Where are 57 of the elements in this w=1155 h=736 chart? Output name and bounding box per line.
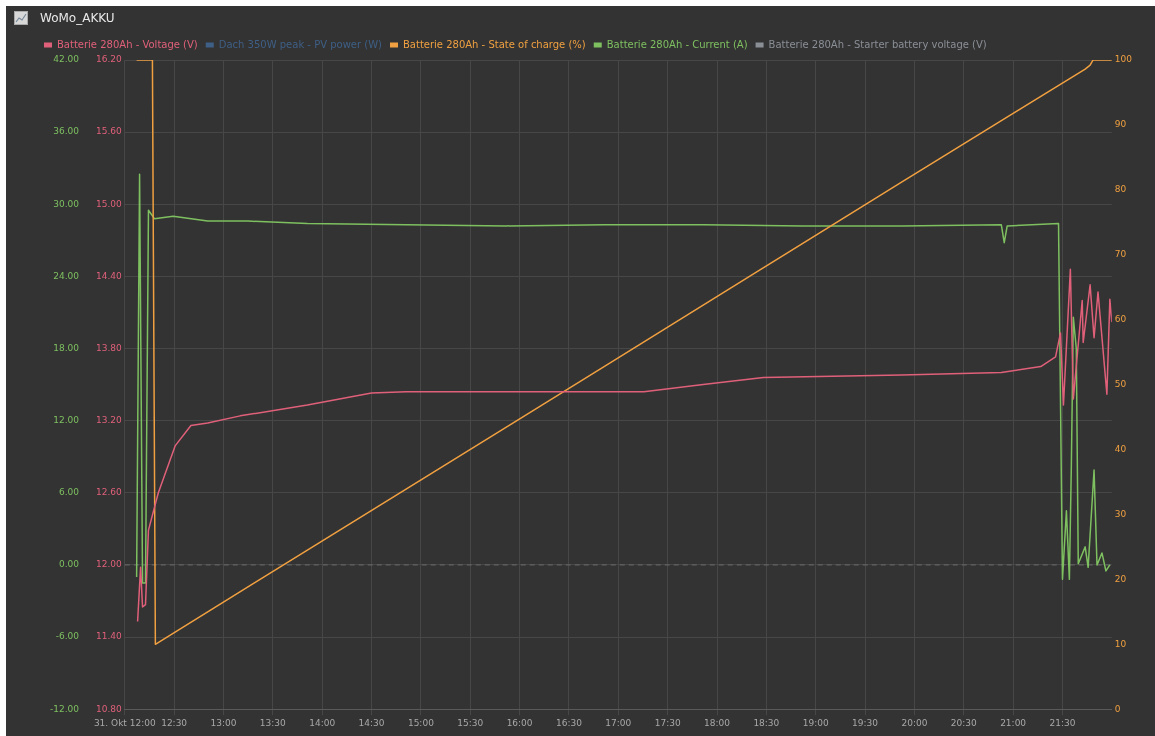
y2-tick-label: 12.60 <box>96 487 123 498</box>
y-tick-label: 36.00 <box>53 126 80 137</box>
legend-label: Batterie 280Ah - Current (A) <box>606 38 748 50</box>
y3-tick-label: 50 <box>1114 378 1127 389</box>
y2-tick-label: 16.20 <box>96 54 123 65</box>
y3-tick-label: 60 <box>1114 314 1127 325</box>
x-tick-label: 18:30 <box>753 717 780 728</box>
x-tick-label: 17:30 <box>654 717 681 728</box>
y-tick-label: 24.00 <box>53 270 80 281</box>
x-tick-label: 13:00 <box>210 717 237 728</box>
x-tick-label: 21:30 <box>1049 717 1076 728</box>
legend-label: Batterie 280Ah - Starter battery voltage (V) <box>768 38 987 50</box>
x-tick-label: 15:30 <box>457 717 484 728</box>
y2-tick-label: 15.60 <box>96 126 123 137</box>
y3-tick-label: 40 <box>1114 443 1127 454</box>
x-tick-label: 18:00 <box>704 717 731 728</box>
y-tick-label: 12.00 <box>53 415 80 426</box>
y3-tick-label: 30 <box>1114 508 1127 519</box>
y3-tick-label: 0 <box>1114 703 1121 714</box>
y-tick-label: 18.00 <box>53 342 80 353</box>
legend-label: Dach 350W peak - PV power (W) <box>218 38 383 50</box>
x-tick-label: 16:00 <box>506 717 533 728</box>
y2-tick-label: 10.80 <box>96 703 123 714</box>
legend-label: Batterie 280Ah - State of charge (%) <box>402 38 586 50</box>
y-tick-label: -12.00 <box>50 703 80 714</box>
legend-label: Batterie 280Ah - Voltage (V) <box>57 38 198 50</box>
y2-tick-label: 13.80 <box>96 342 123 353</box>
x-tick-label: 13:30 <box>259 717 287 728</box>
x-tick-label: 12:30 <box>161 717 188 728</box>
y3-tick-label: 80 <box>1114 184 1127 195</box>
x-tick-label: 31. Okt 12:00 <box>93 717 156 728</box>
y-tick-label: 30.00 <box>53 198 80 209</box>
y-tick-label: 6.00 <box>58 487 80 498</box>
y2-tick-label: 11.40 <box>96 631 123 642</box>
x-tick-label: 20:00 <box>901 717 928 728</box>
y-tick-label: 42.00 <box>53 54 80 65</box>
x-tick-label: 21:00 <box>1000 717 1027 728</box>
y3-tick-label: 100 <box>1114 54 1133 65</box>
x-tick-label: 19:00 <box>802 717 829 728</box>
y3-tick-label: 70 <box>1114 249 1127 260</box>
y-tick-label: -6.00 <box>55 631 80 642</box>
y2-tick-label: 15.00 <box>96 198 123 209</box>
x-tick-label: 17:00 <box>605 717 632 728</box>
x-tick-label: 14:00 <box>309 717 336 728</box>
y3-tick-label: 90 <box>1114 119 1127 130</box>
x-tick-label: 20:30 <box>950 717 978 728</box>
y2-tick-label: 12.00 <box>96 559 123 570</box>
y-tick-label: 0.00 <box>58 559 80 570</box>
chart-title: WoMo_AKKU <box>40 11 115 25</box>
x-tick-label: 14:30 <box>358 717 385 728</box>
x-tick-label: 19:30 <box>852 717 879 728</box>
x-tick-label: 16:30 <box>555 717 583 728</box>
x-tick-label: 15:00 <box>407 717 435 728</box>
y3-tick-label: 20 <box>1114 573 1127 584</box>
y2-tick-label: 13.20 <box>96 415 123 426</box>
y3-tick-label: 10 <box>1114 638 1127 649</box>
y2-tick-label: 14.40 <box>96 270 123 281</box>
